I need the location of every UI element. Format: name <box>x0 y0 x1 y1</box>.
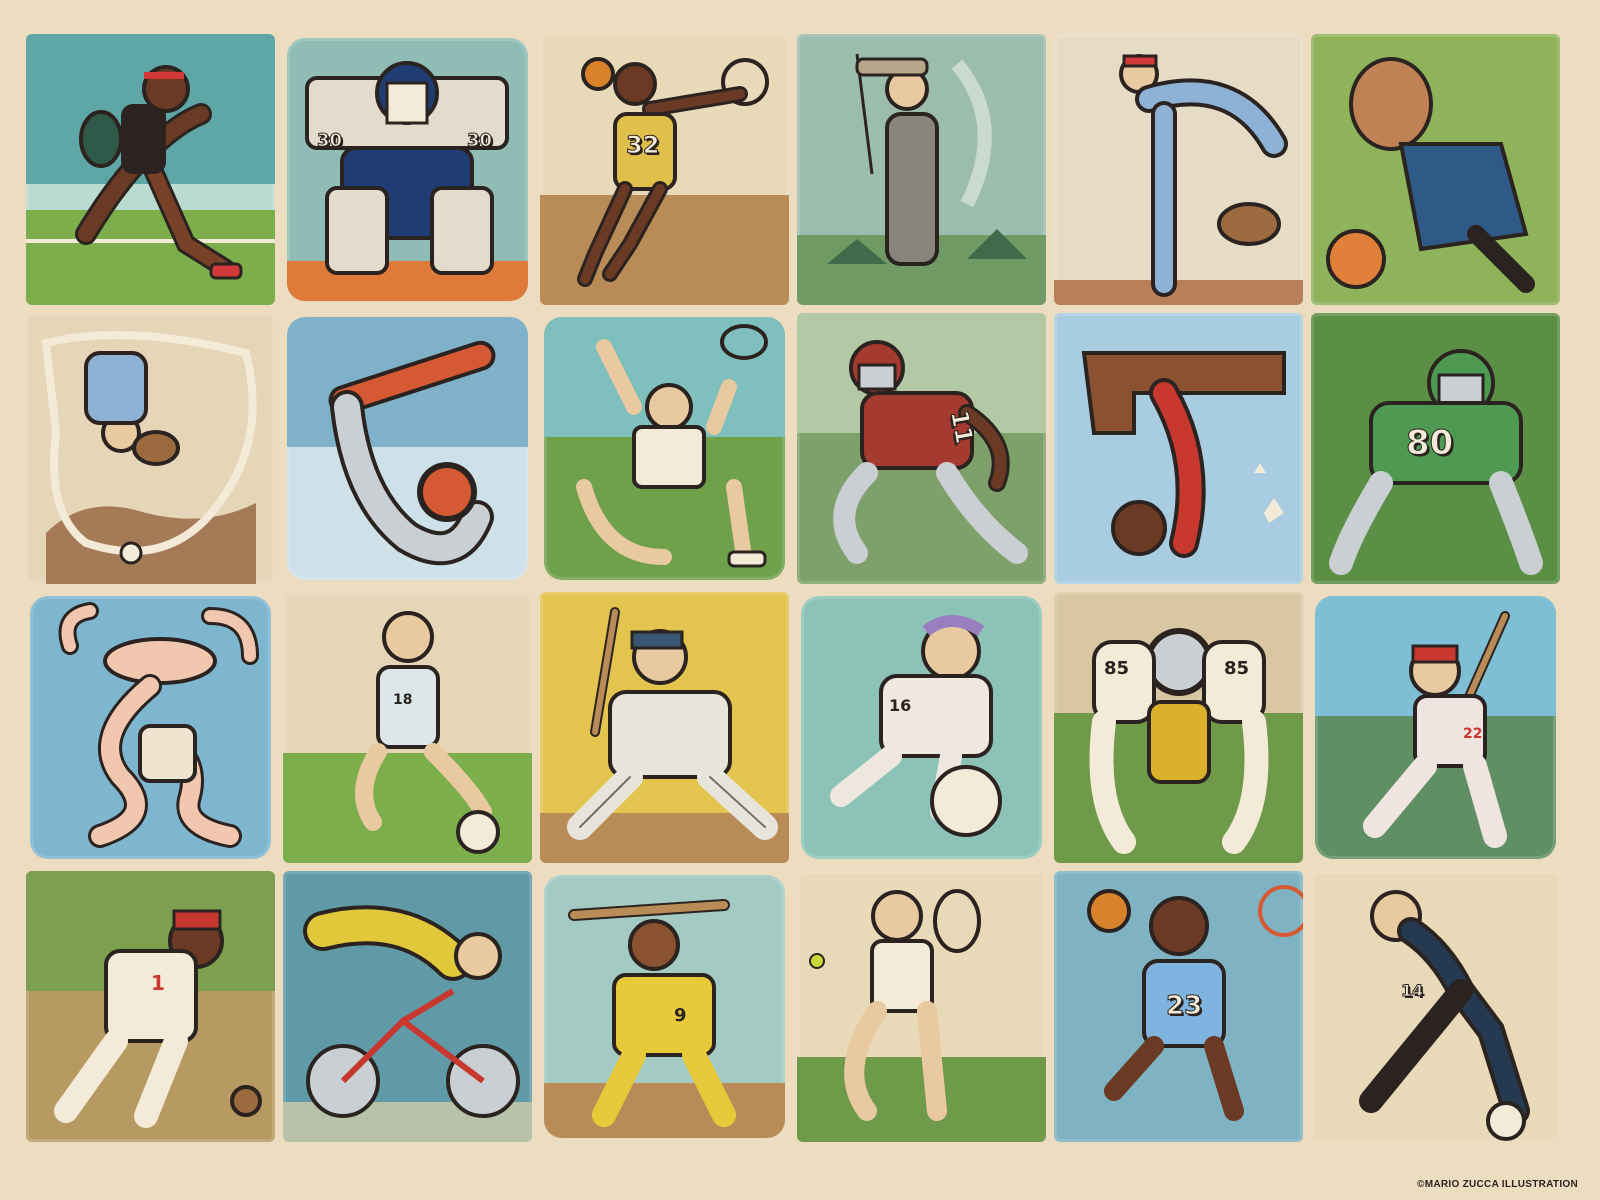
baseball-pitcher-figure <box>1119 54 1288 297</box>
tile-football-player-2: 80 <box>1311 313 1560 584</box>
baseball-batter-figure <box>567 607 778 840</box>
baseball-batter-2-figure <box>1363 611 1510 848</box>
soccer-player-2-figure <box>830 615 1002 837</box>
soccer-number-2: 16 <box>889 696 912 715</box>
soccer-player-3-figure <box>1359 890 1530 1141</box>
fielder-number: 1 <box>151 971 165 995</box>
batter-number-2: 9 <box>674 1005 687 1026</box>
hockey-goalie-figure <box>305 61 509 275</box>
tile-soccer-player-2: 16 <box>801 596 1042 859</box>
tile-soccer-player-3: 14 <box>1311 871 1560 1142</box>
tile-snowboarder <box>287 317 528 580</box>
tile-tennis-player-3 <box>797 871 1046 1142</box>
tile-tennis-player <box>26 34 275 305</box>
tennis-player-2-figure <box>576 324 768 568</box>
tennis-player-figure <box>26 65 275 280</box>
baseball-fielder-figure <box>54 909 262 1128</box>
tile-figure-skater <box>30 596 271 859</box>
tile-tennis-player-2 <box>544 317 785 580</box>
football-number: 11 <box>945 408 979 447</box>
tile-baseball-pitcher-2 <box>26 313 275 584</box>
football-player-figure <box>833 340 1028 564</box>
illustration-grid: 30 30 32 <box>26 34 1560 1174</box>
tile-basketball-player: 32 <box>540 34 789 305</box>
tile-gymnast <box>1054 313 1303 584</box>
football-number-2: 80 <box>1405 423 1454 464</box>
basketball-number-3: 23 <box>1165 991 1203 1022</box>
basketball-player-3-figure <box>1087 885 1303 1121</box>
tile-baseball-batter-2: 22 <box>1315 596 1556 859</box>
cyclist-figure <box>303 905 520 1118</box>
figure-skater-figure <box>58 602 259 848</box>
golfer-figure <box>827 53 1027 266</box>
football-player-2-figure <box>1329 349 1543 575</box>
baseball-pitcher-2-figure <box>41 331 257 584</box>
baseball-batter-3-figure <box>568 899 736 1127</box>
soccer-player-figure <box>355 611 500 854</box>
tile-soccer-player: 18 <box>283 592 532 863</box>
tile-football-player: 11 <box>797 313 1046 584</box>
basketball-number: 32 <box>625 131 660 160</box>
tile-basketball-player-2 <box>1311 34 1560 305</box>
football-number-3-right: 85 <box>1224 658 1250 679</box>
basketball-player-2-figure <box>1326 57 1535 293</box>
soccer-number-3: 14 <box>1400 981 1424 1001</box>
tile-baseball-batter <box>540 592 789 863</box>
tile-baseball-batter-3: 9 <box>544 875 785 1138</box>
basketball-player-figure <box>577 57 769 287</box>
soccer-number: 18 <box>393 692 413 708</box>
batter-number: 22 <box>1463 726 1483 742</box>
goalie-number-right: 30 <box>466 130 493 152</box>
snowboarder-figure <box>328 340 496 566</box>
tile-baseball-pitcher <box>1054 34 1303 305</box>
tennis-player-3-figure <box>809 889 981 1121</box>
tile-baseball-fielder: 1 <box>26 871 275 1142</box>
illustration-credit: ©MARIO ZUCCA ILLUSTRATION <box>1417 1179 1578 1190</box>
tile-football-player-3: 85 85 <box>1054 592 1303 863</box>
goalie-number-left: 30 <box>316 130 343 152</box>
tile-hockey-goalie: 30 30 <box>287 38 528 301</box>
gymnast-figure <box>1081 351 1286 558</box>
tile-basketball-player-3: 23 <box>1054 871 1303 1142</box>
tile-golfer <box>797 34 1046 305</box>
football-player-3-figure <box>1089 628 1269 854</box>
football-number-3-left: 85 <box>1104 658 1130 679</box>
tile-cyclist <box>283 871 532 1142</box>
